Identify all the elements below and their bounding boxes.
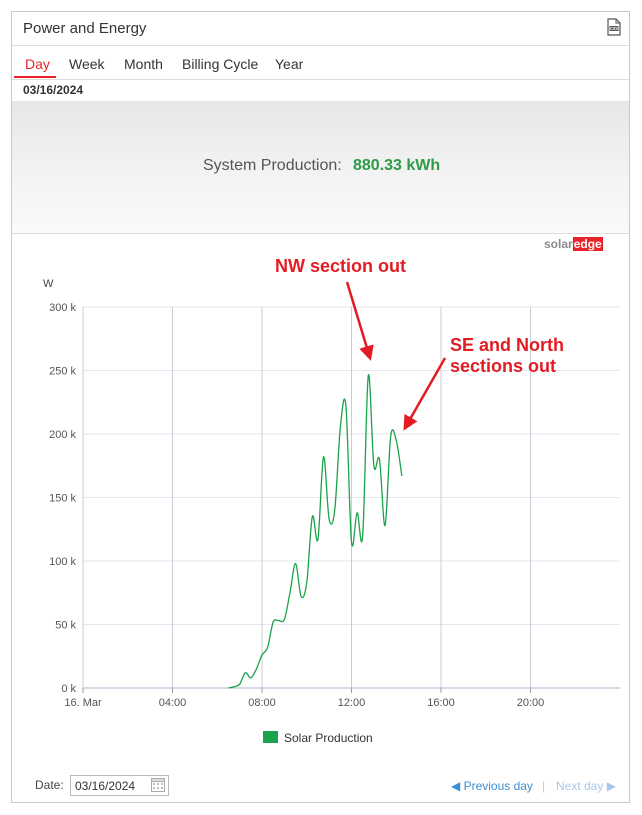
pager-separator: | — [542, 779, 546, 793]
se-annotation-arrow — [403, 357, 447, 431]
selected-date: 03/16/2024 — [23, 83, 84, 97]
legend-label-solar[interactable]: Solar Production — [284, 731, 373, 745]
tab-month[interactable]: Month — [124, 56, 163, 72]
tab-year[interactable]: Year — [275, 56, 304, 72]
next-day-link[interactable]: Next day ▶ — [556, 779, 616, 793]
footer-date-label: Date: — [35, 778, 64, 792]
se-annotation-line2: sections out — [450, 356, 557, 376]
legend-swatch-solar[interactable] — [263, 731, 278, 743]
system-production-label: System Production: — [203, 157, 342, 174]
y-tick-label: 100 k — [49, 556, 76, 568]
x-tick-label: 16:00 — [427, 697, 455, 709]
y-tick-label: 0 k — [61, 683, 76, 695]
previous-day-link[interactable]: ◀ Previous day — [451, 779, 533, 793]
tab-week[interactable]: Week — [69, 56, 105, 72]
tab-billing-cycle[interactable]: Billing Cycle — [182, 56, 259, 72]
x-tick-label: 20:00 — [517, 697, 545, 709]
x-tick-label: 16. Mar — [64, 697, 102, 709]
nw-annotation: NW section out — [275, 256, 406, 276]
solaredge-logo: solaredge — [544, 237, 603, 251]
y-tick-label: 50 k — [55, 620, 76, 632]
x-tick-label: 12:00 — [338, 697, 366, 709]
y-tick-label: 200 k — [49, 429, 76, 441]
x-tick-label: 08:00 — [248, 697, 276, 709]
csv-file-icon[interactable]: CSV — [607, 18, 621, 36]
tab-day[interactable]: Day — [25, 56, 50, 72]
date-field[interactable] — [70, 775, 169, 796]
power-energy-panel: Power and Energy CSV Day Week Month Bill… — [11, 11, 630, 803]
panel-title: Power and Energy — [23, 20, 147, 37]
y-tick-label: 250 k — [49, 366, 76, 378]
y-tick-label: 150 k — [49, 493, 76, 505]
x-tick-label: 04:00 — [159, 697, 187, 709]
system-production-value: 880.33 kWh — [353, 157, 441, 174]
active-tab-indicator — [14, 76, 56, 78]
y-axis-label: W — [43, 278, 54, 290]
panel-header: Power and Energy CSV — [12, 12, 629, 46]
period-tabs: Day Week Month Billing Cycle Year — [12, 46, 629, 80]
svg-text:CSV: CSV — [610, 26, 619, 31]
se-annotation-line1: SE and North — [450, 335, 565, 355]
y-tick-label: 300 k — [49, 302, 76, 314]
summary-box: System Production: 880.33 kWh — [12, 101, 629, 234]
series-line-solar-production — [228, 374, 403, 689]
calendar-icon[interactable] — [151, 777, 165, 792]
nw-annotation-arrow — [345, 281, 374, 361]
